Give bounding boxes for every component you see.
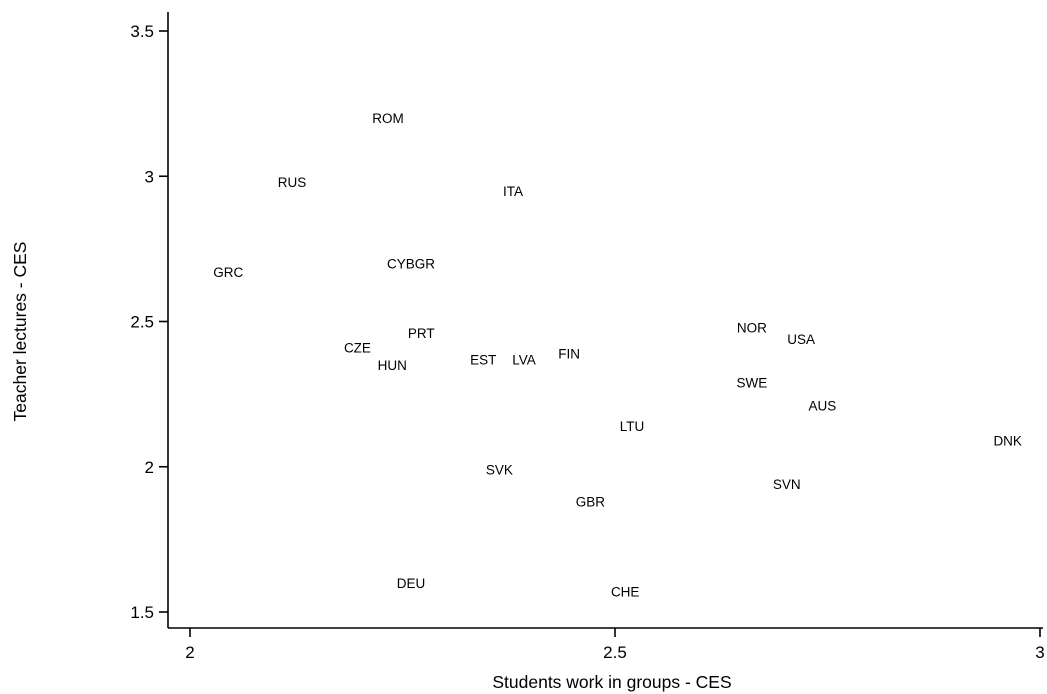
data-point-label: AUS <box>809 399 837 414</box>
y-axis-ticks: 1.5 2 2.5 3 3.5 <box>130 22 168 622</box>
data-point-label: USA <box>787 332 815 347</box>
x-axis-ticks: 2 2.5 3 <box>185 628 1045 662</box>
data-point-label: DNK <box>993 434 1022 449</box>
y-tick-label: 3 <box>145 167 154 186</box>
data-point-label: PRT <box>408 326 435 341</box>
x-tick-label: 2 <box>185 643 194 662</box>
data-point-label: NOR <box>737 320 767 335</box>
y-axis-title: Teacher lectures - CES <box>10 242 30 422</box>
data-point-label: CZE <box>344 341 371 356</box>
x-tick-label: 2.5 <box>603 643 627 662</box>
x-axis-title: Students work in groups - CES <box>492 672 731 692</box>
data-point-label: GRC <box>213 265 243 280</box>
data-point-label: EST <box>470 352 496 367</box>
y-tick-label: 2.5 <box>130 313 154 332</box>
x-tick-label: 3 <box>1035 643 1044 662</box>
data-point-label: LVA <box>512 352 536 367</box>
data-point-label: ROM <box>372 111 404 126</box>
y-tick-label: 2 <box>145 458 154 477</box>
data-points: ROM RUS ITA GRC CYBGR PRT CZE HUN EST LVA FIN NOR US… <box>213 111 1022 600</box>
data-point-label: RUS <box>278 175 307 190</box>
y-tick-label: 3.5 <box>130 22 154 41</box>
plot-area: 1.522.533.5 2 2.5 3 ROMRUSITAGRCCYBGRPRTCZ… <box>130 12 1045 662</box>
data-point-label: SVK <box>486 463 513 478</box>
data-point-label: SVN <box>773 477 801 492</box>
data-point-label: CYBGR <box>387 256 435 271</box>
data-point-label: LTU <box>620 419 645 434</box>
data-point-label: GBR <box>576 495 606 510</box>
data-point-label: DEU <box>397 576 426 591</box>
data-point-label: CHE <box>611 585 640 600</box>
data-point-label: HUN <box>378 358 407 373</box>
data-point-label: FIN <box>558 346 580 361</box>
data-point-label: ITA <box>503 184 523 199</box>
data-point-label: SWE <box>736 376 767 391</box>
y-tick-label: 1.5 <box>130 603 154 622</box>
